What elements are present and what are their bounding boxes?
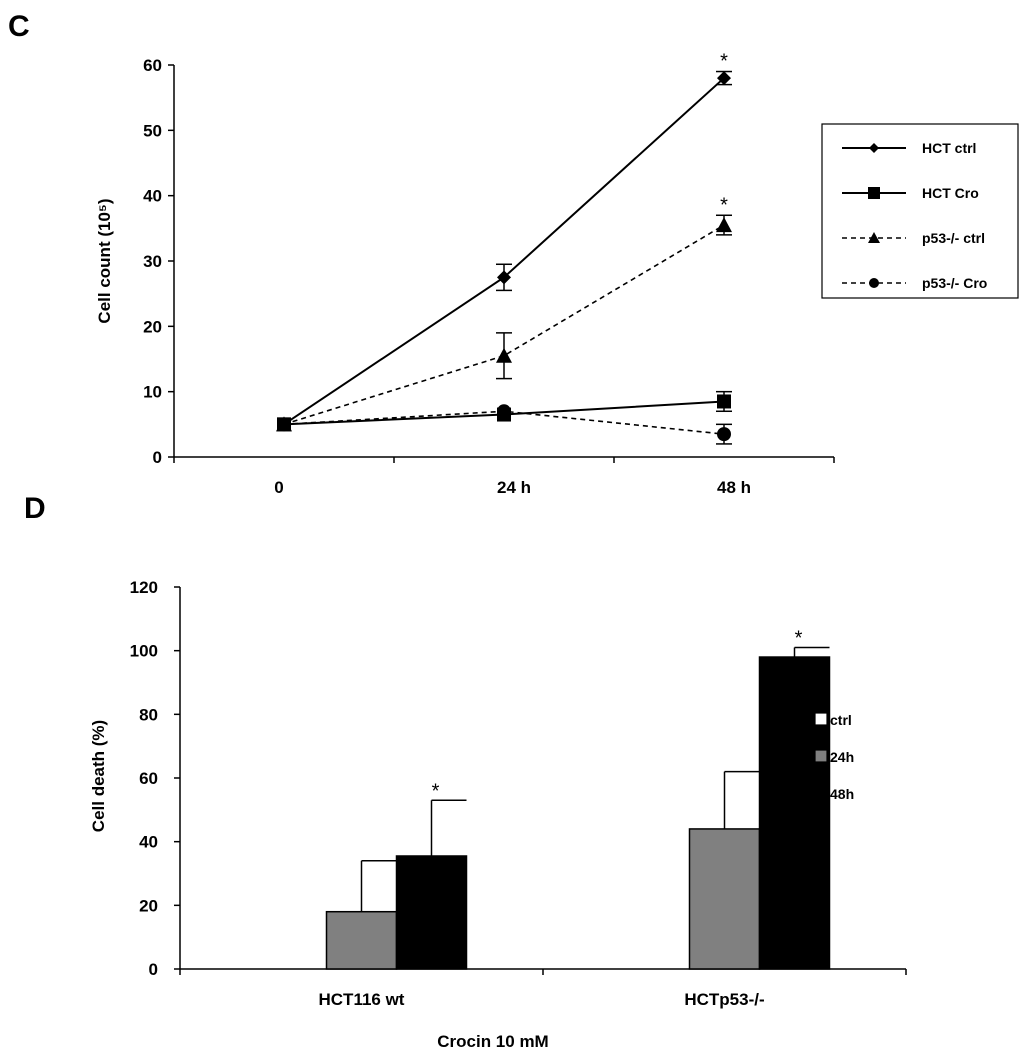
panel-d-y-tick-label: 0 (149, 960, 158, 979)
panel-c-legend-marker (869, 278, 879, 288)
panel-d-y-tick-label: 60 (139, 769, 158, 788)
panel-c-legend-label: HCT ctrl (922, 140, 976, 156)
panel-c-x-tick-label: 0 (274, 478, 283, 497)
panel-c-legend-label: p53-/- Cro (922, 275, 987, 291)
panel-d-y-axis-label: Cell death (%) (89, 720, 108, 832)
panel-c-legend-marker (868, 187, 880, 199)
panel-d-bar-24h (325, 910, 398, 970)
panel-d-legend-swatch-ctrl (814, 712, 828, 726)
panel-c-y-tick-label: 40 (143, 187, 162, 206)
panel-d-legend-label: 24h (830, 749, 854, 765)
panel-d-y-tick-label: 100 (130, 642, 158, 661)
panel-c-significance-star: * (720, 194, 728, 216)
panel-c-point (277, 417, 291, 432)
panel-d-y-tick-label: 80 (139, 705, 158, 724)
panel-c-legend-marker (868, 232, 880, 243)
panel-c-point (496, 347, 512, 363)
panel-d-bar-24h (688, 828, 761, 970)
panel-d-bar-48h (395, 855, 468, 970)
panel-d-y-tick-label: 20 (139, 896, 158, 915)
panel-d-significance-star: * (795, 627, 803, 649)
panel-c-legend (821, 123, 1019, 299)
panel-c-y-tick-label: 20 (143, 317, 162, 336)
panel-c-legend-label: p53-/- ctrl (922, 230, 985, 246)
panel-d-legend-swatch-24h (814, 749, 828, 763)
panel-c-x-tick-label: 24 h (497, 478, 531, 497)
panel-c-series-line-2 (283, 224, 725, 426)
panel-c-legend-marker (869, 143, 879, 153)
panel-c-y-axis-label: Cell count (10⁵) (95, 198, 114, 323)
panel-c-label: C (8, 10, 30, 43)
panel-d-legend-swatch-48h (814, 786, 828, 800)
panel-d-label: D (24, 492, 46, 525)
panel-d-x-axis-label: Crocin 10 mM (437, 1032, 548, 1051)
panel-d-y-tick-label: 120 (130, 578, 158, 597)
panel-c-y-tick-label: 30 (143, 252, 162, 271)
panel-c-point (717, 71, 731, 86)
panel-d-x-tick-label: HCT116 wt (319, 990, 405, 1009)
panel-d-bar-48h (758, 656, 831, 970)
panel-c-point (717, 394, 731, 409)
panel-d-y-tick-label: 40 (139, 833, 158, 852)
panel-c-point (497, 270, 511, 285)
panel-c-y-tick-label: 50 (143, 121, 162, 140)
panel-d-legend-label: ctrl (830, 712, 852, 728)
panel-c-point (717, 427, 731, 442)
panel-c-y-tick-label: 10 (143, 383, 162, 402)
panel-d-legend-label: 48h (830, 786, 854, 802)
panel-c-y-tick-label: 60 (143, 56, 162, 75)
panel-c-significance-star: * (720, 51, 728, 73)
panel-c-x-tick-label: 48 h (717, 478, 751, 497)
panel-c-legend-label: HCT Cro (922, 185, 979, 201)
panel-c-point (716, 217, 732, 233)
panel-c-point (497, 404, 511, 419)
panel-d-x-tick-label: HCTp53-/- (684, 990, 764, 1009)
panel-c-y-tick-label: 0 (153, 448, 162, 467)
panel-d-significance-star: * (432, 780, 440, 802)
